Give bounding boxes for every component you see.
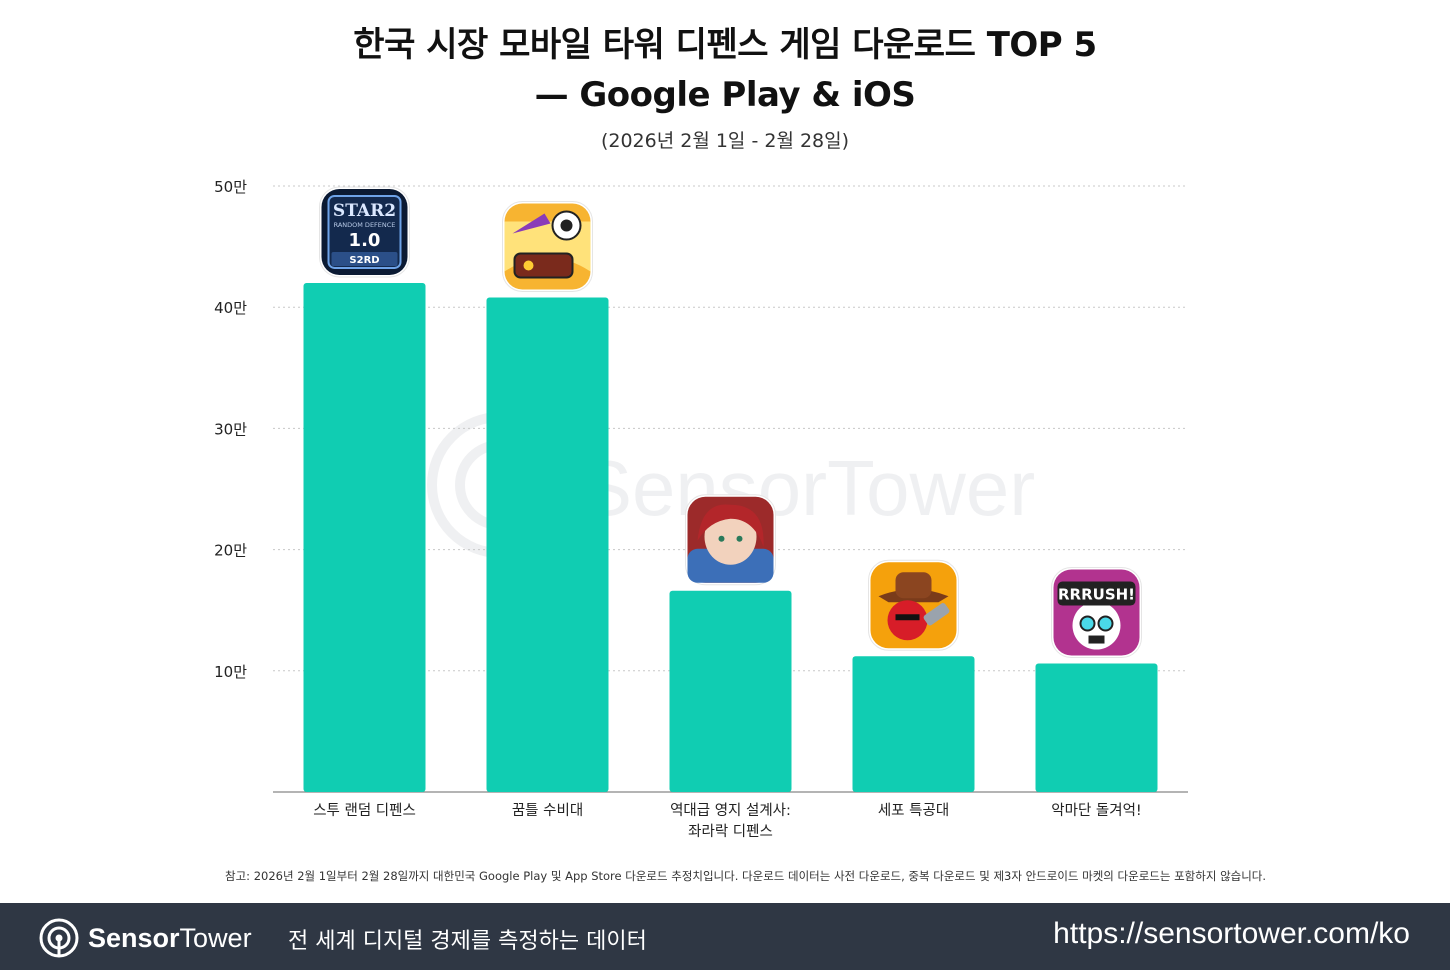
- kkumteul-defense-icon: [502, 201, 593, 293]
- sensortower-logo[interactable]: SensorTower: [38, 917, 252, 959]
- footer-url-link[interactable]: https://sensortower.com/ko: [1053, 917, 1410, 950]
- footer-bar: SensorTower 전 세계 디지털 경제를 측정하는 데이터 https:…: [0, 903, 1450, 970]
- cowboy-cell-icon: [868, 559, 959, 651]
- sensortower-logo-icon: [39, 918, 79, 958]
- icon-text: S2RD: [349, 255, 379, 266]
- icon-text: STAR2: [333, 201, 396, 221]
- y-tick-label: 10만: [214, 663, 247, 681]
- x-tick-label: 세포 특공대: [878, 802, 949, 819]
- icon-shape: [687, 548, 774, 583]
- icon-banner: [1057, 581, 1136, 606]
- chart-title: 한국 시장 모바일 타워 디펜스 게임 다운로드 TOP 5 — Google …: [0, 20, 1450, 153]
- icon-text: RANDOM DEFENCE: [334, 221, 396, 229]
- icon-shape: [512, 213, 551, 234]
- bar: [1035, 663, 1158, 792]
- footnote: 참고: 2026년 2월 1일부터 2월 28일까지 대한민국 Google P…: [225, 869, 1267, 883]
- bar: [852, 656, 975, 792]
- watermark-text: SensorTower: [580, 444, 1035, 532]
- date-range-subtitle: (2026년 2월 1일 - 2월 28일): [600, 130, 850, 152]
- icon-revolver: [923, 603, 950, 626]
- hero-portrait-icon: [685, 494, 776, 586]
- bar: [486, 297, 609, 792]
- icon-panel: [327, 194, 402, 269]
- icon-hat-crown: [895, 572, 932, 599]
- y-tick-label: 20만: [214, 542, 247, 560]
- icon-badge: [331, 251, 398, 266]
- icon-face: [704, 508, 757, 565]
- icon-eye: [718, 535, 725, 542]
- bar: [303, 282, 426, 792]
- rrrush-skull-icon: RRRUSH!: [1051, 567, 1142, 659]
- icon-mask: [895, 614, 920, 621]
- brand-name-bold: Sensor: [88, 922, 180, 953]
- x-tick-label: 악마단 돌겨억!: [1051, 802, 1141, 819]
- icon-text: 1.0: [349, 230, 381, 251]
- x-tick-label: 스투 랜덤 디펜스: [313, 802, 416, 819]
- icon-shape: [560, 219, 573, 232]
- icon-text: RRRUSH!: [1058, 586, 1135, 604]
- y-tick-label: 30만: [214, 420, 247, 438]
- brand-name-light: Tower: [179, 922, 252, 953]
- icon-skull-teeth: [1088, 635, 1105, 644]
- icon-eye: [736, 535, 743, 542]
- title-line-1: 한국 시장 모바일 타워 디펜스 게임 다운로드 TOP 5: [353, 25, 1097, 65]
- y-tick-label: 40만: [214, 299, 247, 317]
- x-tick-label: 역대급 영지 설계사: 좌라락 디펜스: [670, 802, 791, 840]
- footer-tagline: 전 세계 디지털 경제를 측정하는 데이터: [288, 929, 647, 954]
- icon-hair: [697, 504, 764, 547]
- icon-skull-eye: [1079, 615, 1096, 632]
- icon-skull: [1072, 601, 1121, 650]
- icon-skull-eye: [1097, 615, 1114, 632]
- x-tick-label: 꿈틀 수비대: [512, 802, 583, 819]
- bar: [669, 590, 792, 792]
- icon-shape: [513, 252, 574, 279]
- y-tick-label: 50만: [214, 178, 247, 196]
- brand-name: SensorTower: [88, 923, 252, 954]
- icon-shape: [523, 260, 534, 271]
- title-line-2: — Google Play & iOS: [534, 75, 916, 115]
